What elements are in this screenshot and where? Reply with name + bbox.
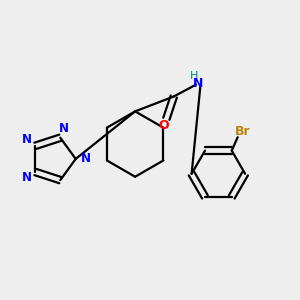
Text: N: N <box>81 152 91 165</box>
Text: N: N <box>193 77 204 90</box>
Text: N: N <box>22 134 32 146</box>
Text: H: H <box>190 71 198 81</box>
Text: N: N <box>58 122 68 135</box>
Text: Br: Br <box>235 125 251 138</box>
Text: O: O <box>159 119 169 132</box>
Text: N: N <box>22 171 32 184</box>
